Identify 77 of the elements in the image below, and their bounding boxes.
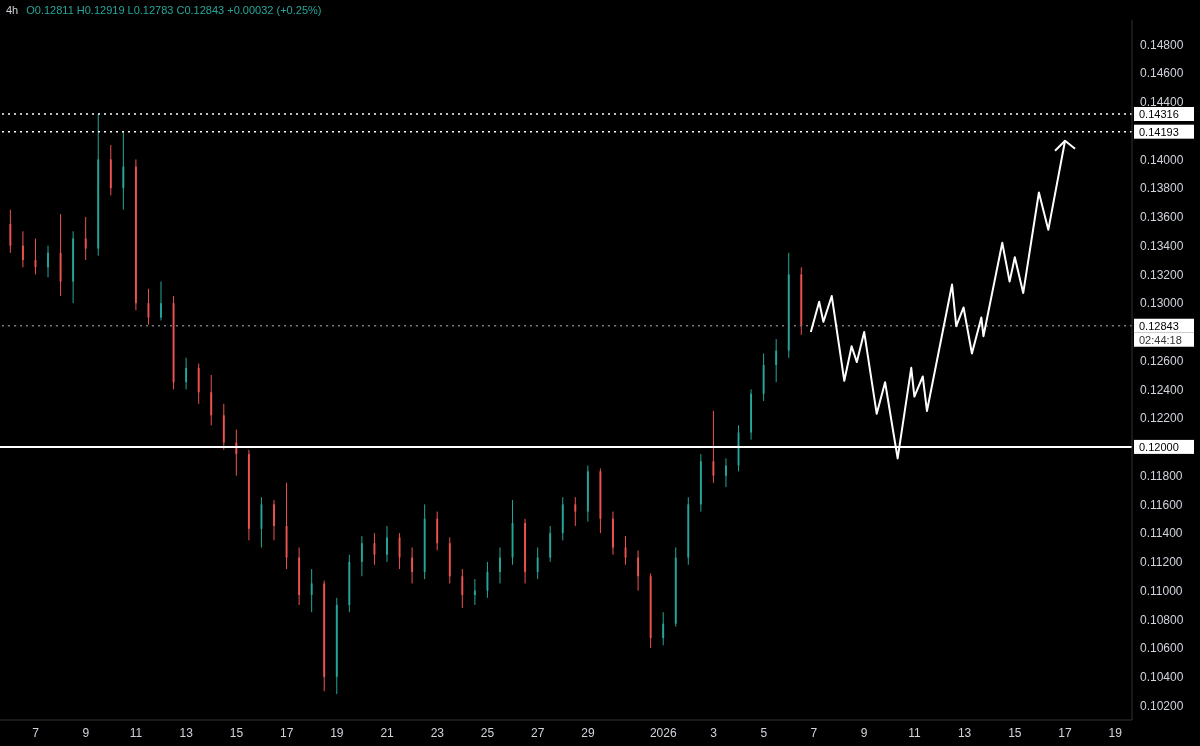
candlestick <box>411 547 414 584</box>
ref-line-label: 0.12843 <box>1139 319 1179 332</box>
candlestick <box>536 547 539 580</box>
y-tick-label: 0.14000 <box>1140 152 1184 167</box>
candlestick <box>637 549 640 592</box>
candlestick <box>84 216 87 261</box>
y-tick-label: 0.14600 <box>1140 66 1184 81</box>
y-tick-label: 0.11600 <box>1140 497 1183 512</box>
y-tick-label: 0.13600 <box>1140 210 1184 225</box>
candlestick <box>210 374 213 426</box>
candlestick <box>725 457 727 488</box>
ref-line-label: 0.12000 <box>1139 440 1179 453</box>
x-tick-label: 23 <box>430 725 445 740</box>
x-tick-label: 3 <box>710 725 718 740</box>
candlestick <box>122 131 125 211</box>
y-tick-label: 0.11000 <box>1140 583 1183 598</box>
y-tick-label: 0.13800 <box>1140 181 1184 196</box>
candlestick <box>750 388 753 441</box>
y-tick-label: 0.13200 <box>1140 267 1184 282</box>
x-tick-label: 11 <box>908 725 921 740</box>
y-tick-label: 0.10400 <box>1140 670 1184 685</box>
candlestick <box>310 568 313 613</box>
y-tick-label: 0.13000 <box>1140 296 1184 311</box>
candlestick <box>386 525 388 563</box>
candlestick <box>662 611 665 646</box>
x-tick-label: 15 <box>229 725 244 740</box>
candlestick <box>612 511 614 556</box>
text: O0.12811 H0.12919 L0.12783 C0.12843 +0.00032 (+0.25%) <box>26 4 322 16</box>
candlestick <box>486 561 489 599</box>
candlestick <box>775 338 778 383</box>
candlestick <box>9 209 12 254</box>
text: 02:44:18 <box>1139 333 1182 346</box>
x-tick-label: 27 <box>531 725 545 740</box>
candlestick <box>499 547 501 584</box>
candlestick <box>47 245 49 278</box>
candlestick <box>360 535 363 577</box>
y-tick-label: 0.12600 <box>1140 353 1184 368</box>
x-tick-label: 19 <box>330 725 344 740</box>
x-tick-label: 9 <box>860 725 868 740</box>
y-tick-label: 0.14800 <box>1140 37 1184 52</box>
y-tick-label: 0.10800 <box>1140 612 1184 627</box>
y-tick-label: 0.12200 <box>1140 411 1184 426</box>
x-tick-label: 15 <box>1008 725 1022 740</box>
x-tick-label: 17 <box>279 725 294 740</box>
x-tick-label: 9 <box>82 725 90 740</box>
x-tick-label: 25 <box>480 725 495 740</box>
ref-line-label: 0.14193 <box>1139 125 1179 138</box>
candlestick <box>21 230 24 268</box>
x-tick-label: 2026 <box>649 725 677 740</box>
y-tick-label: 0.10600 <box>1140 641 1184 656</box>
candlestick <box>160 281 162 321</box>
candlestick <box>185 357 188 390</box>
y-tick-label: 0.13400 <box>1140 238 1184 253</box>
chart-title: 4h <box>6 4 19 16</box>
x-tick-label: 7 <box>32 725 40 740</box>
x-tick-label: 13 <box>957 725 972 740</box>
x-tick-label: 13 <box>179 725 194 740</box>
y-tick-label: 0.10200 <box>1140 698 1184 713</box>
y-tick-label: 0.12400 <box>1140 382 1184 397</box>
candlestick <box>473 578 476 606</box>
x-tick-label: 29 <box>581 725 595 740</box>
y-tick-label: 0.11800 <box>1140 468 1183 483</box>
y-tick-label: 0.14400 <box>1140 95 1184 110</box>
x-tick-label: 11 <box>129 725 143 740</box>
candlestick <box>273 499 275 541</box>
x-tick-label: 7 <box>810 725 818 740</box>
ref-line-label: 0.14316 <box>1139 108 1179 120</box>
y-tick-label: 0.11400 <box>1140 526 1183 541</box>
candlestick <box>574 496 577 527</box>
y-tick-label: 0.11200 <box>1140 555 1183 570</box>
candlestick <box>712 410 715 484</box>
x-tick-label: 21 <box>380 725 395 740</box>
candlestick <box>373 532 376 566</box>
x-tick-label: 17 <box>1058 725 1073 740</box>
x-tick-label: 5 <box>760 725 768 740</box>
x-tick-label: 19 <box>1108 725 1123 740</box>
candlestick <box>461 568 464 609</box>
